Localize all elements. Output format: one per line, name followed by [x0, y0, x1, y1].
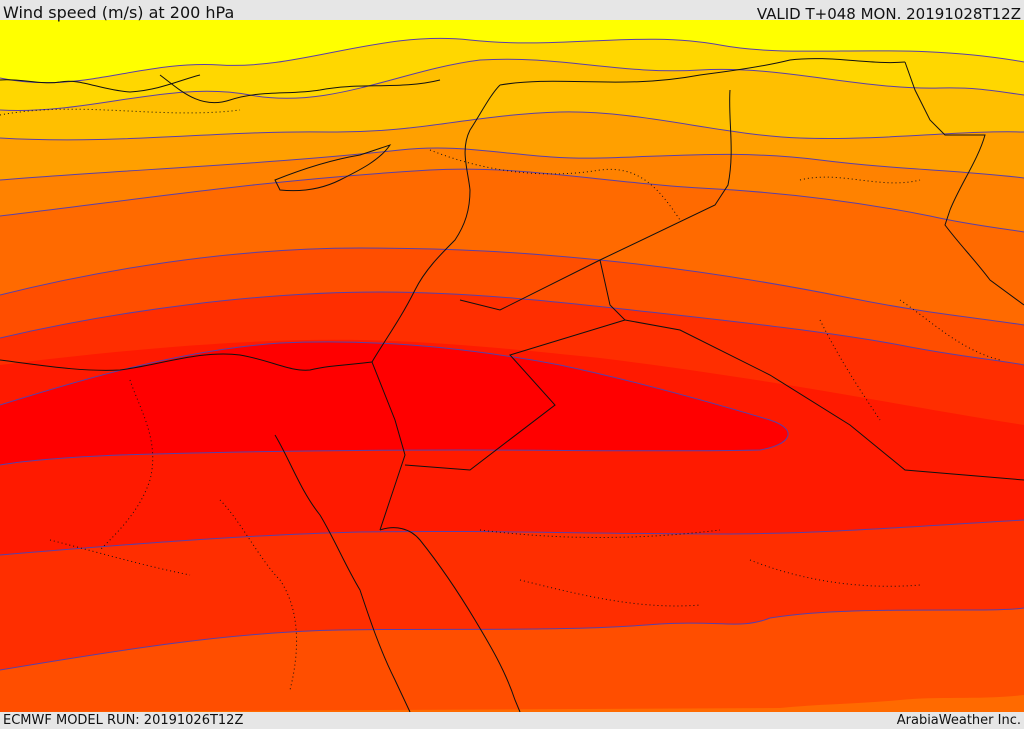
band-7-south: [0, 608, 1024, 712]
band-10-core: [0, 341, 789, 465]
map-canvas: [0, 20, 1024, 712]
country-borders: [0, 58, 1024, 712]
header-bar: Wind speed (m/s) at 200 hPa VALID T+048 …: [0, 0, 1024, 23]
band-6-south: [0, 695, 1024, 712]
admin-boundaries: [0, 108, 1001, 691]
valid-time: VALID T+048 MON. 20191028T12Z: [756, 5, 1021, 23]
wind-speed-map[interactable]: [0, 20, 1024, 712]
model-run-label: ECMWF MODEL RUN: 20191026T12Z: [3, 713, 244, 728]
map-title: Wind speed (m/s) at 200 hPa: [3, 3, 235, 22]
footer-bar: ECMWF MODEL RUN: 20191026T12Z ArabiaWeat…: [0, 712, 1024, 729]
credit-label: ArabiaWeather Inc.: [896, 713, 1021, 728]
contour-lines: [0, 37, 1024, 671]
